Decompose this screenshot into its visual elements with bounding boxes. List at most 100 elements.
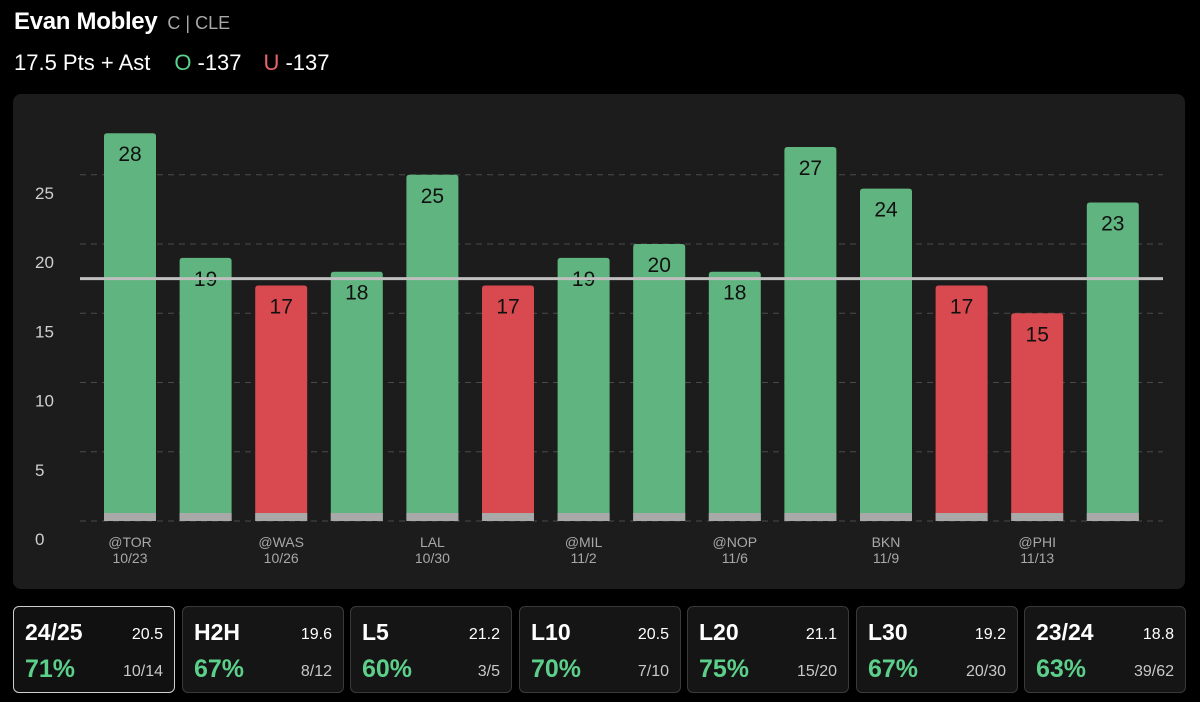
stat-hit-rate: 67%	[868, 655, 919, 683]
stat-record: 20/30	[965, 663, 1006, 680]
bar-game-0[interactable]	[104, 133, 156, 521]
bar-game-7[interactable]	[633, 244, 686, 521]
bar-game-1[interactable]	[179, 257, 232, 521]
stat-label: L30	[868, 619, 908, 645]
y-tick-label: 5	[35, 461, 44, 480]
stat-label: L5	[362, 619, 389, 645]
y-tick-label: 15	[35, 322, 54, 341]
bar-game-13[interactable]	[1086, 202, 1139, 521]
stat-card-0[interactable]: 24/25 20.5 71% 10/14	[13, 606, 175, 693]
bar-base	[406, 513, 459, 521]
x-tick-date: 11/2	[570, 550, 596, 566]
game-log-bar-chart: 05101520252819171825171920182724171523@T…	[35, 133, 1163, 566]
stat-average: 20.5	[131, 626, 163, 643]
bar-game-2[interactable]	[255, 285, 308, 521]
bar-value-label: 20	[648, 254, 671, 277]
stat-average: 20.5	[637, 626, 669, 643]
over-odds[interactable]: -137	[197, 50, 242, 75]
bar-value-label: 18	[345, 282, 368, 305]
title-row: Evan Mobley C | CLE	[14, 8, 351, 44]
bar-game-11[interactable]	[935, 285, 988, 521]
stat-card-4[interactable]: L20 21.1 75% 15/20	[687, 606, 849, 693]
stat-record: 7/10	[637, 663, 669, 680]
stat-card-1[interactable]: H2H 19.6 67% 8/12	[182, 606, 344, 693]
stat-card-2[interactable]: L5 21.2 60% 3/5	[350, 606, 512, 693]
y-tick-label: 25	[35, 184, 54, 203]
x-tick-date: 10/26	[264, 550, 299, 566]
bar-value-label: 24	[874, 199, 898, 222]
bar-value-label: 17	[270, 296, 293, 319]
under-odds[interactable]: -137	[285, 50, 330, 75]
bar-base	[255, 513, 308, 521]
bar-game-5[interactable]	[482, 285, 534, 521]
bar-game-8[interactable]	[708, 271, 761, 521]
x-tick-opponent: @NOP	[713, 534, 758, 550]
x-tick-date: 11/9	[873, 550, 899, 566]
bar-value-label: 17	[950, 296, 973, 319]
stat-card-3[interactable]: L10 20.5 70% 7/10	[519, 606, 681, 693]
bar-value-label: 25	[421, 185, 444, 208]
stat-hit-rate: 75%	[699, 655, 750, 683]
stat-hit-rate: 63%	[1036, 655, 1087, 683]
header: Evan Mobley C | CLE 17.5 Pts + Ast O -13…	[14, 8, 351, 76]
bar-value-label: 18	[723, 282, 746, 305]
bar-base	[179, 513, 232, 521]
x-tick-opponent: BKN	[872, 534, 901, 550]
bar-value-label: 28	[118, 143, 141, 166]
stat-hit-rate: 67%	[194, 655, 245, 683]
y-tick-label: 10	[35, 392, 54, 411]
bar-base	[1086, 513, 1139, 521]
x-tick-opponent: @WAS	[258, 534, 304, 550]
chart-panel: 0 5 10 15 20 25 28 19 17 18 25 17 19 20 18 27 24 17 15 23 @T…	[13, 94, 1185, 589]
bar-game-6[interactable]	[557, 257, 610, 521]
y-tick-label: 0	[35, 530, 44, 549]
stat-label: L10	[531, 619, 571, 645]
x-tick-opponent: @PHI	[1018, 534, 1056, 550]
bar-game-3[interactable]	[330, 271, 383, 521]
stat-record: 10/14	[122, 663, 163, 680]
bar-base	[557, 513, 610, 521]
under-letter: U	[263, 50, 280, 75]
x-tick-date: 10/30	[415, 550, 450, 566]
stat-label: H2H	[194, 619, 241, 645]
bar-value-label: 27	[799, 157, 822, 180]
stat-average: 21.1	[805, 626, 837, 643]
stat-record: 3/5	[477, 663, 500, 680]
stat-average: 18.8	[1142, 626, 1174, 643]
bar-value-label: 17	[496, 296, 519, 319]
bar-base	[1011, 513, 1064, 521]
x-tick-opponent: @TOR	[108, 534, 152, 550]
bar-value-label: 15	[1026, 323, 1049, 346]
x-tick-date: 11/6	[722, 550, 748, 566]
bar-game-4[interactable]	[406, 174, 459, 521]
player-name: Evan Mobley	[14, 8, 158, 35]
stat-label: 24/25	[25, 619, 83, 645]
bar-game-10[interactable]	[860, 188, 912, 521]
bar-game-9[interactable]	[784, 147, 837, 522]
bar-base	[708, 513, 761, 521]
x-tick-opponent: @MIL	[565, 534, 603, 550]
stat-label: L20	[699, 619, 739, 645]
bar-base	[330, 513, 383, 521]
stat-average: 21.2	[468, 626, 500, 643]
bar-base	[104, 513, 156, 521]
stat-record: 8/12	[300, 663, 332, 680]
stat-average: 19.2	[974, 626, 1006, 643]
bar-value-label: 23	[1101, 212, 1124, 235]
prop-label: 17.5 Pts + Ast	[14, 50, 151, 75]
stat-label: 23/24	[1036, 619, 1094, 645]
bar-base	[860, 513, 912, 521]
stat-card-6[interactable]: 23/24 18.8 63% 39/62	[1024, 606, 1186, 693]
x-tick-opponent: LAL	[420, 534, 445, 550]
y-tick-label: 20	[35, 253, 54, 272]
stat-record: 39/62	[1133, 663, 1174, 680]
bar-base	[935, 513, 988, 521]
prop-line-row: 17.5 Pts + Ast O -137 U -137	[14, 50, 351, 76]
stat-average: 19.6	[300, 626, 332, 643]
stat-card-5[interactable]: L30 19.2 67% 20/30	[856, 606, 1018, 693]
bar-game-12[interactable]	[1011, 313, 1064, 521]
bar-base	[633, 513, 686, 521]
stat-hit-rate: 71%	[25, 655, 76, 683]
stat-record: 15/20	[796, 663, 837, 680]
player-meta: C | CLE	[167, 13, 231, 33]
